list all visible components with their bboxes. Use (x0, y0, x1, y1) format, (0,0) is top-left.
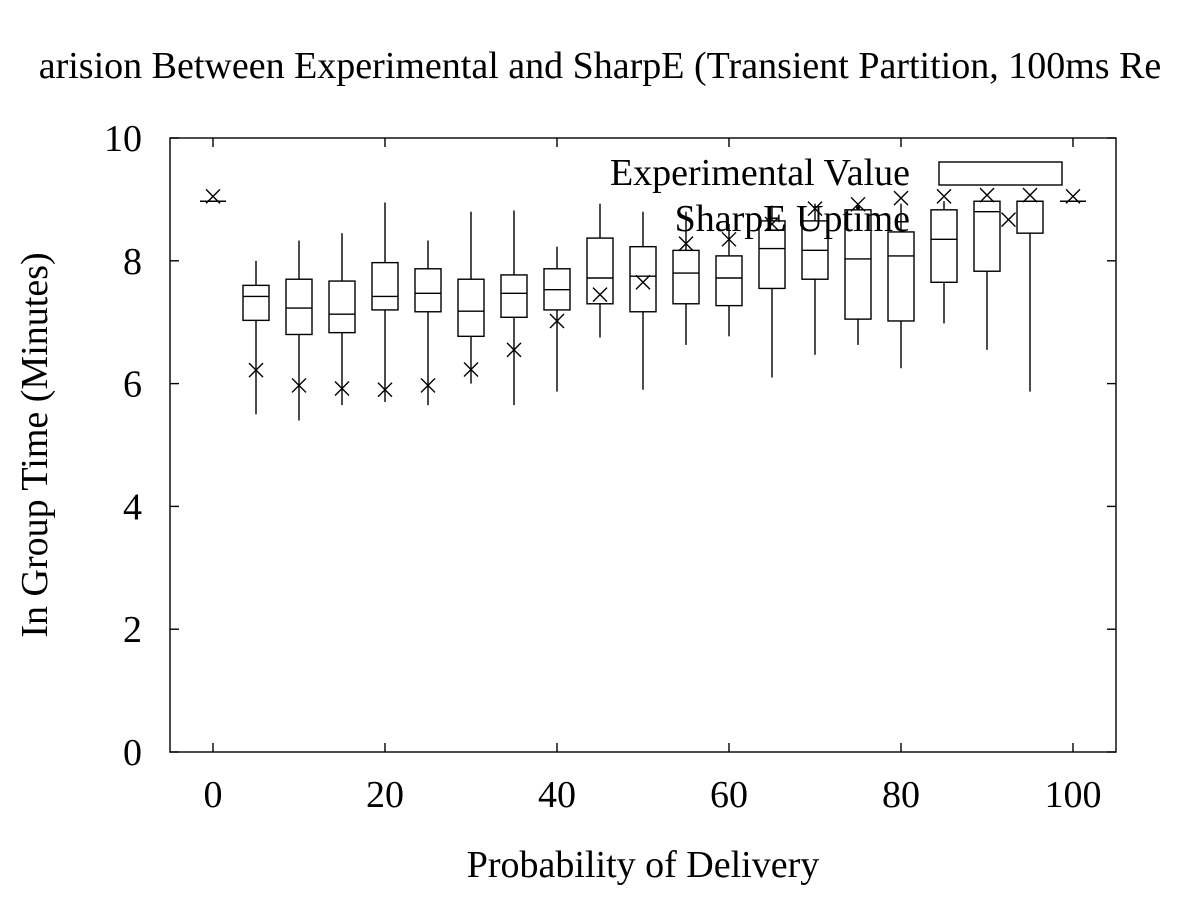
sharpe-point (764, 216, 780, 232)
x-tick-label: 60 (710, 774, 748, 816)
sharpe-point (463, 361, 479, 377)
sharpe-point (205, 188, 221, 204)
sharpe-point (678, 236, 694, 252)
box-body (328, 280, 356, 334)
box-75 (844, 203, 872, 345)
sharpe-point (721, 231, 737, 247)
box-body (715, 255, 743, 307)
x-axis-label: Probability of Delivery (467, 844, 819, 886)
legend-label-experimental: Experimental Value (610, 152, 910, 194)
sharpe-point (979, 187, 995, 203)
plot-frame (169, 137, 1117, 753)
box-90 (973, 200, 1001, 350)
y-tick-label: 4 (123, 486, 142, 528)
y-tick-label: 10 (104, 118, 142, 160)
box-body (758, 220, 786, 290)
box-body (844, 209, 872, 320)
sharpe-point (1065, 188, 1081, 204)
box-body (457, 278, 485, 338)
sharpe-point (893, 190, 909, 206)
legend-box-experimental (938, 161, 1063, 186)
box-80 (887, 203, 915, 369)
box-10 (285, 240, 313, 421)
sharpe-point (1001, 212, 1016, 228)
sharpe-point (635, 274, 651, 290)
sharpe-point (291, 377, 307, 393)
box-5 (242, 260, 270, 415)
box-45 (586, 203, 614, 338)
y-tick-label: 8 (123, 241, 142, 283)
box-50 (629, 211, 657, 390)
box-body (629, 245, 657, 313)
box-40 (543, 246, 571, 392)
sharpe-point (936, 188, 952, 204)
box-30 (457, 211, 485, 384)
sharpe-point (420, 377, 436, 393)
sharpe-point (807, 201, 823, 217)
y-tick-label: 2 (123, 609, 142, 651)
box-body (973, 200, 1001, 272)
x-tick-label: 20 (366, 774, 404, 816)
x-tick-label: 40 (538, 774, 576, 816)
y-tick-label: 0 (123, 732, 142, 774)
sharpe-point (334, 381, 350, 397)
box-20 (371, 202, 399, 403)
box-35 (500, 210, 528, 406)
plot-area: 0 20 40 60 80 100 0 2 4 6 8 10 (104, 118, 1117, 816)
box-25 (414, 240, 442, 406)
box-60 (715, 223, 743, 337)
box-body (672, 249, 700, 305)
box-body (887, 231, 915, 322)
box-body (586, 237, 614, 305)
box-body (242, 284, 270, 322)
box-95 (1016, 200, 1044, 392)
sharpe-point (549, 313, 565, 329)
box-85 (930, 201, 958, 324)
y-tick-label: 6 (123, 364, 142, 406)
x-tick-label: 80 (882, 774, 920, 816)
box-body (930, 209, 958, 283)
box-body (285, 278, 313, 336)
box-body (500, 274, 528, 318)
box-body (1016, 200, 1044, 234)
box-15 (328, 233, 356, 406)
box-65 (758, 205, 786, 378)
chart-title: arision Between Experimental and SharpE … (39, 45, 1162, 87)
sharpe-point (1022, 187, 1038, 203)
box-body (414, 268, 442, 313)
sharpe-point (377, 382, 393, 398)
x-tick-label: 100 (1045, 774, 1102, 816)
sharpe-point (850, 196, 866, 212)
box-70 (801, 203, 829, 355)
box-body (371, 261, 399, 311)
sharpe-point (592, 287, 608, 303)
legend-label-sharpe: SharpE Uptime (675, 198, 910, 240)
x-tick-label: 0 (204, 774, 223, 816)
sharpe-point (506, 342, 522, 358)
y-axis-label: In Group Time (Minutes) (14, 252, 56, 637)
sharpe-point (248, 362, 264, 378)
